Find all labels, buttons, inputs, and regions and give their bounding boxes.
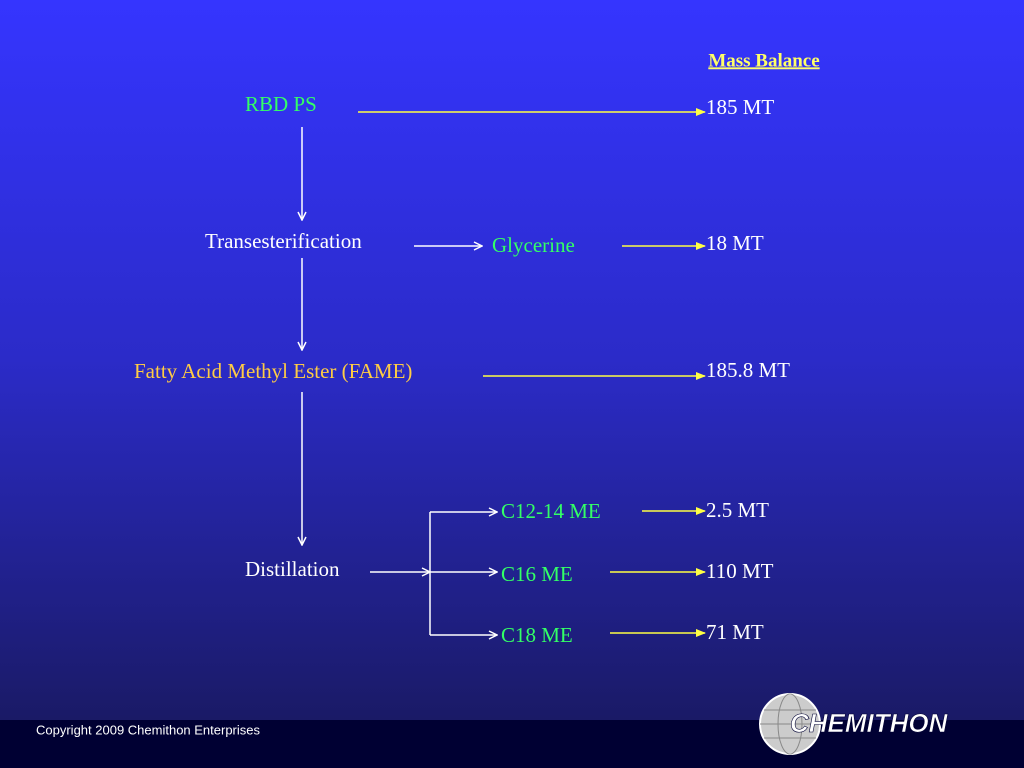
background [0, 0, 1024, 720]
node-label: Distillation [245, 557, 340, 581]
balance: 71 MT [706, 620, 764, 644]
node-label: C18 ME [501, 623, 573, 647]
node-label: Transesterification [205, 229, 362, 253]
balance: 185.8 MT [706, 358, 790, 382]
footer-bar [0, 720, 1024, 768]
node-label: Glycerine [492, 233, 575, 257]
balance: 185 MT [706, 95, 774, 119]
node-label: C16 ME [501, 562, 573, 586]
node-label: C12-14 ME [501, 499, 601, 523]
balance: 2.5 MT [706, 498, 769, 522]
title: Mass Balance [708, 50, 819, 71]
balance: 110 MT [706, 559, 774, 583]
logo-globe [759, 693, 821, 755]
logo-text: CHEMITHON [790, 708, 949, 738]
arrows [302, 108, 706, 635]
copyright: Copyright 2009 Chemithon Enterprises [36, 722, 261, 737]
node-label: Fatty Acid Methyl Ester (FAME) [134, 359, 412, 383]
node-label: RBD PS [245, 92, 317, 116]
balance: 18 MT [706, 231, 764, 255]
